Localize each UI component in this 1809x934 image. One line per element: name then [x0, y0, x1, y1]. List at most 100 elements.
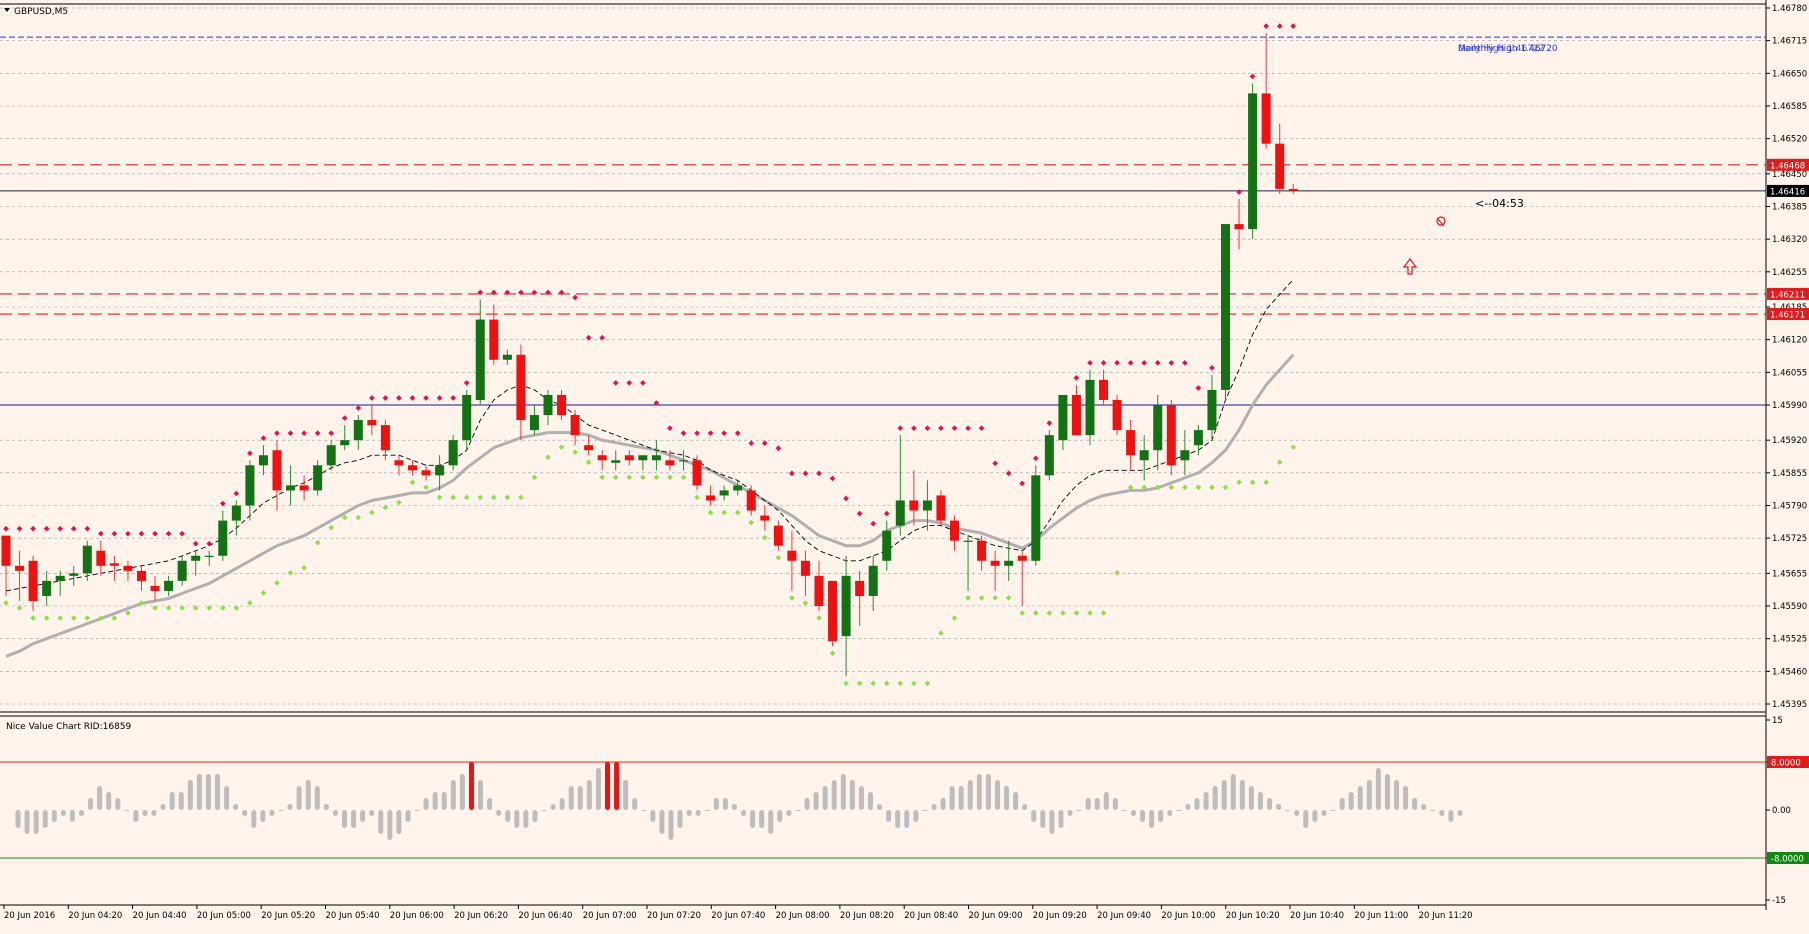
support-dot	[748, 519, 755, 526]
y-tick-label: 1.45525	[1772, 635, 1807, 645]
support-dot	[301, 564, 307, 571]
bear-candle	[706, 495, 716, 501]
support-dot	[369, 509, 375, 516]
x-tick-label: 20 Jun 10:00	[1161, 911, 1215, 921]
support-dot	[1060, 610, 1066, 616]
support-dot	[545, 454, 551, 461]
bull-candle	[218, 520, 228, 556]
osc-bar	[1185, 804, 1191, 810]
resistance-dot	[138, 530, 145, 537]
osc-bar	[1158, 810, 1164, 822]
resistance-dot	[1087, 359, 1093, 366]
y-tick-label: 1.45855	[1772, 469, 1807, 479]
bull-candle	[191, 555, 201, 561]
bull-candle	[353, 420, 363, 441]
resistance-dot	[965, 425, 971, 431]
support-dot	[870, 680, 877, 687]
bull-candle	[1085, 379, 1095, 436]
bear-candle	[1017, 555, 1027, 561]
bear-candle	[150, 585, 160, 591]
osc-bar	[242, 810, 248, 816]
price-levels	[0, 36, 1766, 406]
resistance-dot	[640, 380, 646, 386]
osc-bar	[1103, 792, 1109, 810]
support-dot	[43, 615, 50, 621]
osc-bar	[459, 774, 465, 810]
bear-candle	[950, 520, 959, 541]
bear-candle	[584, 445, 594, 451]
osc-bar	[1176, 810, 1182, 811]
support-dot	[219, 605, 226, 611]
x-tick-label: 20 Jun 10:20	[1226, 911, 1280, 921]
support-dot	[1168, 484, 1175, 491]
chart-menu-icon[interactable]	[4, 8, 10, 12]
osc-bar	[450, 780, 456, 810]
osc-bar	[1167, 810, 1173, 816]
y-tick-label: 1.46520	[1772, 135, 1807, 145]
osc-bar	[1067, 810, 1073, 816]
resistance-dot	[626, 380, 633, 386]
osc-bar	[568, 786, 574, 810]
bear-candle	[990, 560, 1000, 566]
osc-bar	[1194, 798, 1200, 810]
osc-bar	[196, 774, 202, 810]
osc-bar	[1412, 798, 1418, 810]
osc-bar	[1339, 798, 1345, 810]
support-dot	[653, 474, 660, 481]
x-tick-label: 20 Jun 07:20	[647, 911, 701, 921]
resistance-dot	[734, 430, 741, 437]
osc-bar	[577, 786, 583, 810]
support-dot	[84, 615, 91, 621]
osc-bar	[1394, 780, 1400, 810]
osc-bar	[514, 810, 520, 828]
support-dot	[1222, 484, 1229, 491]
osc-bar	[1085, 798, 1091, 810]
osc-bar	[1267, 798, 1273, 810]
bull-candle	[502, 354, 512, 360]
support-dot	[789, 595, 795, 601]
osc-bar	[668, 810, 674, 840]
bull-candle	[719, 490, 729, 496]
daily-high-label: Daily High 1.46722	[1458, 44, 1544, 54]
osc-bar	[487, 798, 493, 810]
resistance-dot	[3, 525, 9, 532]
bear-candle	[977, 540, 987, 561]
support-dot	[1276, 459, 1283, 466]
bear-candle	[516, 354, 526, 421]
bull-candle	[258, 455, 268, 466]
osc-bar	[1121, 810, 1127, 811]
support-dot	[761, 534, 768, 541]
osc-bar	[124, 810, 130, 811]
osc-bar	[704, 810, 710, 811]
bull-candle	[82, 545, 92, 574]
osc-bar	[106, 792, 112, 810]
bull-candle	[895, 500, 905, 526]
osc-bar	[1294, 810, 1300, 816]
price-tag-bg	[1767, 287, 1809, 300]
resistance-dot	[883, 510, 890, 517]
x-tick-label: 20 Jun 05:40	[326, 911, 380, 921]
support-dot	[206, 605, 213, 611]
support-dot	[314, 539, 321, 546]
osc-bar	[840, 774, 846, 810]
bull-candle	[69, 573, 79, 576]
bear-candle	[624, 455, 634, 461]
support-dot	[883, 680, 890, 687]
support-dot	[111, 615, 118, 621]
bear-candle	[367, 420, 377, 426]
support-dot	[1046, 610, 1053, 616]
bull-candle	[1058, 394, 1068, 441]
x-tick-label: 20 Jun 06:20	[454, 911, 508, 921]
resistance-dot	[829, 475, 836, 482]
osc-bar	[632, 798, 638, 810]
x-tick-label: 20 Jun 05:00	[197, 911, 251, 921]
bear-candle	[408, 465, 417, 471]
osc-bar	[224, 786, 230, 810]
bull-candle	[1180, 450, 1190, 461]
osc-bar	[233, 804, 239, 810]
bull-candle	[733, 485, 743, 491]
resistance-dot	[992, 460, 998, 467]
y-tick-label: 1.45655	[1772, 569, 1807, 579]
